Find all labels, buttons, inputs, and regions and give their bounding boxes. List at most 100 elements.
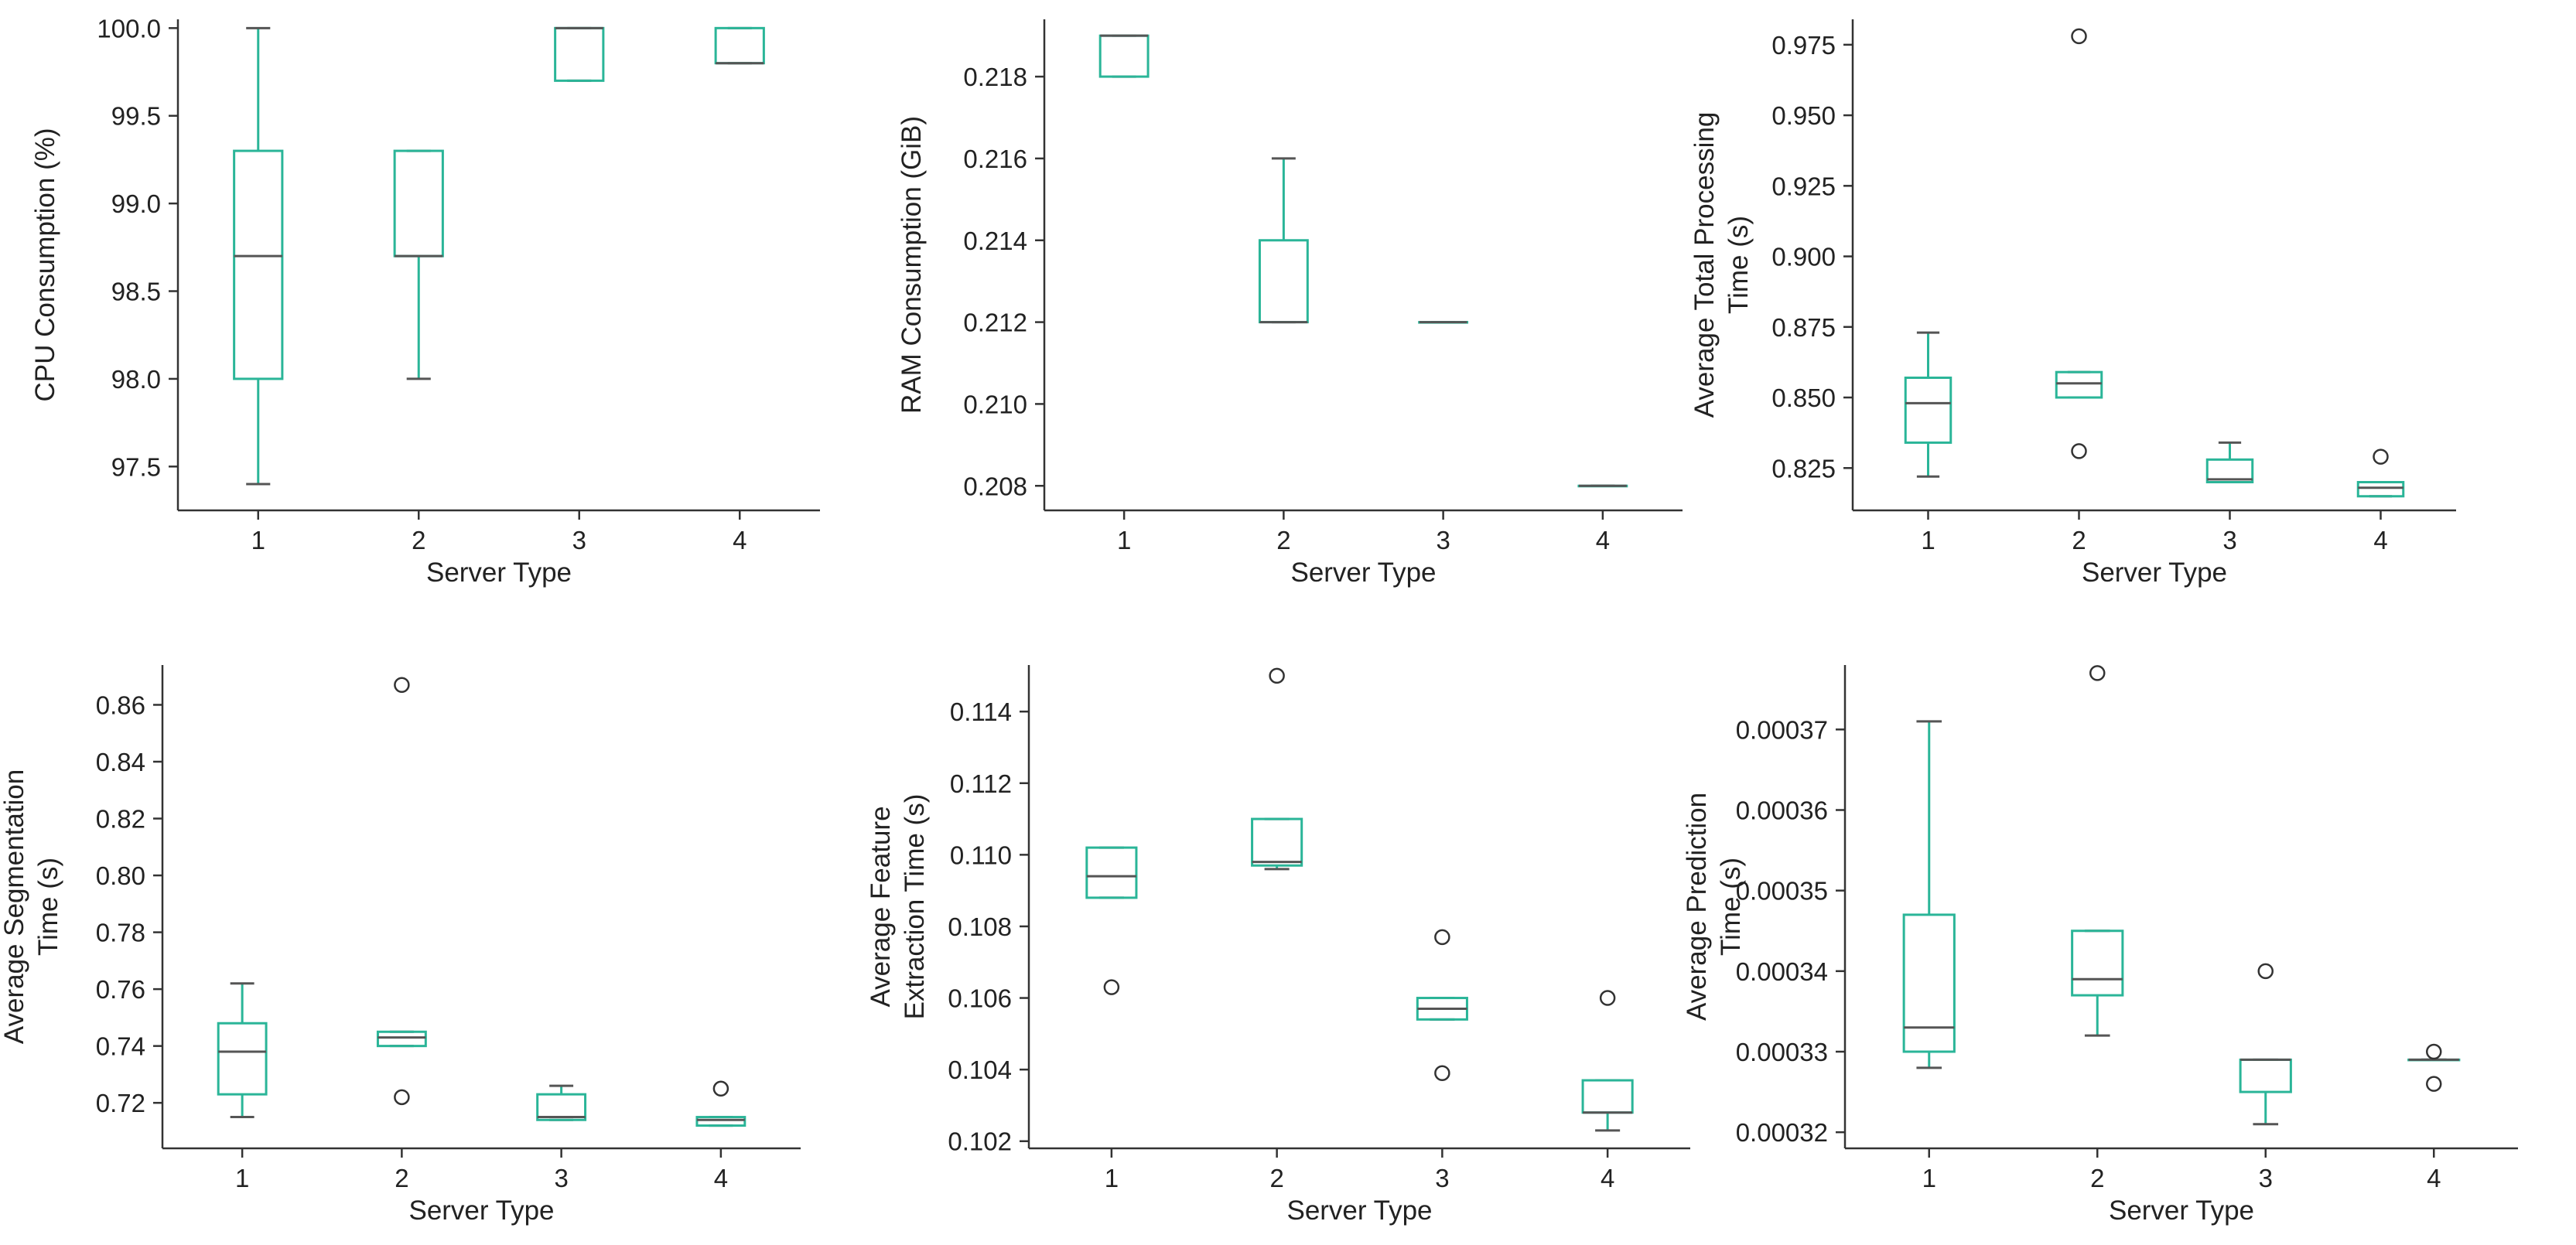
box-iqr — [1258, 239, 1309, 324]
x-tick-label: 1 — [1105, 1164, 1119, 1192]
box-iqr — [2239, 1058, 2292, 1093]
x-axis-title: Server Type — [2109, 1196, 2254, 1226]
y-axis-title-line: Average Feature — [866, 806, 896, 1007]
x-tick-label: 2 — [2072, 526, 2086, 554]
box-series-2 — [1258, 157, 1309, 324]
x-tick-label: 2 — [1269, 1164, 1283, 1192]
x-tick-label: 2 — [395, 1164, 408, 1192]
y-axis-title-line: Average Segmentation — [0, 769, 29, 1044]
y-tick-label: 0.975 — [1771, 31, 1836, 60]
box-iqr — [217, 1022, 268, 1096]
outlier-point — [2257, 963, 2274, 980]
outlier-point — [394, 677, 410, 693]
y-tick-label: 99.0 — [111, 189, 161, 218]
y-tick-label: 0.112 — [950, 769, 1012, 798]
y-tick-label: 99.5 — [111, 102, 161, 131]
y-tick-label: 97.5 — [111, 452, 161, 481]
y-tick-label: 0.72 — [96, 1089, 145, 1117]
subplot-2: 0.208 0.210 0.212 0.214 0.216 0.218 1 2 3 4 Server… — [897, 19, 1683, 588]
box-iqr — [2205, 458, 2254, 484]
x-axis-title: Server Type — [1286, 1196, 1432, 1226]
y-tick-label: 0.875 — [1771, 313, 1836, 342]
box-series-4 — [1581, 990, 1634, 1132]
outlier-point — [712, 1080, 729, 1097]
y-axis-title-line: Time (s) — [33, 858, 63, 956]
box-series-4 — [695, 1080, 746, 1127]
box-series-3 — [1418, 321, 1469, 324]
box-iqr — [695, 1116, 746, 1127]
box-iqr — [393, 149, 444, 258]
y-axis-title: CPU Consumption (%) — [30, 128, 60, 402]
x-tick-label: 3 — [2222, 526, 2236, 554]
y-tick-label: 0.114 — [950, 698, 1012, 726]
y-axis-title-line: Average Total Processing — [1689, 112, 1720, 418]
box-series-4 — [714, 26, 765, 65]
box-iqr — [233, 149, 284, 380]
y-axis-title-line: Average Prediction — [1682, 793, 1712, 1021]
y-tick-label: 0.216 — [963, 145, 1027, 173]
box-iqr — [1904, 376, 1952, 444]
x-tick-label: 3 — [2259, 1164, 2273, 1192]
outlier-point — [1434, 1065, 1450, 1082]
y-tick-label: 0.102 — [948, 1127, 1012, 1156]
subplot-4: 0.72 0.74 0.76 0.78 0.80 0.82 0.84 0.86 1 2 3 4 Serv… — [0, 665, 801, 1226]
y-tick-label: 0.00035 — [1736, 877, 1828, 906]
y-tick-label: 0.210 — [963, 390, 1027, 418]
y-axis-title: Average Segmentation Time (s) — [0, 769, 63, 1044]
box-series-1 — [217, 982, 268, 1119]
y-tick-label: 0.80 — [96, 861, 145, 890]
y-tick-label: 0.108 — [948, 912, 1012, 941]
outlier-point — [394, 1089, 410, 1106]
y-tick-label: 0.925 — [1771, 172, 1836, 200]
x-tick-label: 2 — [1276, 526, 1290, 554]
y-tick-label: 0.00033 — [1736, 1038, 1828, 1066]
y-tick-label: 0.00036 — [1736, 796, 1828, 825]
box-series-2 — [2055, 28, 2103, 459]
x-tick-label: 2 — [412, 526, 425, 554]
box-series-3 — [536, 1084, 587, 1121]
y-tick-label: 0.950 — [1771, 101, 1836, 130]
y-tick-label: 100.0 — [97, 14, 161, 43]
box-series-2 — [2071, 665, 2124, 1037]
x-tick-label: 4 — [1596, 526, 1610, 554]
box-iqr — [536, 1093, 587, 1121]
box-series-3 — [2205, 441, 2254, 484]
y-tick-label: 0.74 — [96, 1032, 145, 1061]
y-tick-label: 98.0 — [111, 365, 161, 394]
y-axis-title-line: RAM Consumption (GiB) — [897, 116, 927, 414]
x-tick-label: 4 — [2427, 1164, 2441, 1192]
x-tick-label: 3 — [1435, 1164, 1449, 1192]
x-tick-label: 4 — [2373, 526, 2387, 554]
outlier-point — [1434, 929, 1450, 946]
y-axis-title: Average Total Processing Time (s) — [1689, 112, 1754, 418]
y-tick-label: 0.110 — [950, 841, 1012, 869]
box-series-1 — [1085, 846, 1138, 995]
outlier-point — [2071, 443, 2087, 459]
y-axis-title-line: CPU Consumption (%) — [30, 128, 60, 402]
subplot-6: 0.00032 0.00033 0.00034 0.00035 0.00036 0.000… — [1682, 665, 2518, 1226]
box-iqr — [2055, 370, 2103, 399]
box-series-2 — [1251, 667, 1303, 871]
box-iqr — [1581, 1079, 1634, 1114]
box-iqr — [376, 1030, 427, 1048]
y-tick-label: 0.208 — [963, 472, 1027, 500]
y-axis-title: Average Feature Extraction Time (s) — [866, 794, 930, 1020]
box-iqr — [554, 26, 605, 82]
box-iqr — [2071, 929, 2124, 997]
y-tick-label: 0.78 — [96, 919, 145, 947]
box-series-1 — [1902, 720, 1956, 1069]
x-tick-label: 3 — [554, 1164, 568, 1192]
y-tick-label: 0.00032 — [1736, 1118, 1828, 1147]
x-tick-label: 1 — [235, 1164, 249, 1192]
y-tick-label: 0.106 — [948, 984, 1012, 1013]
box-series-4 — [2407, 1043, 2461, 1092]
x-tick-label: 4 — [714, 1164, 728, 1192]
box-series-1 — [233, 26, 284, 486]
box-series-2 — [376, 677, 427, 1106]
box-series-3 — [1416, 929, 1468, 1082]
outlier-point — [2373, 449, 2389, 465]
y-tick-label: 98.5 — [111, 278, 161, 306]
y-axis-title-line: Time (s) — [1716, 858, 1746, 956]
y-tick-label: 0.104 — [948, 1056, 1012, 1084]
y-tick-label: 0.86 — [96, 691, 145, 719]
